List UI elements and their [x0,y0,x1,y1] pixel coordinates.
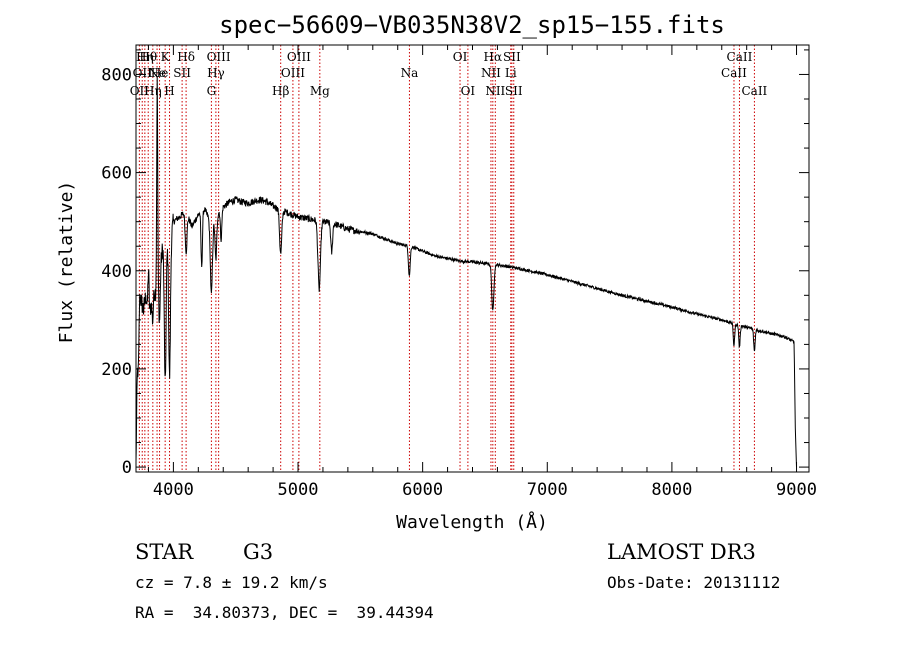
x-tick-label: 5000 [278,480,319,500]
y-tick-label: 0 [122,458,132,478]
line-marker-labels: OIIOIIHηHθHηNeHeKHSIIHδGHγOIIIHβOIIIOIII… [130,50,768,98]
y-axis-label: Flux (relative) [56,181,77,344]
line-marker-label: Ne [148,66,166,80]
line-marker-label: Hη [144,84,162,98]
line-marker-label: Hα [484,50,503,64]
line-marker-label: SII [503,50,521,64]
line-marker-label: OI [461,84,476,98]
line-marker-label: NII [481,66,501,80]
x-tick-label: 7000 [527,480,568,500]
line-marker-label: G [207,84,217,98]
object-subclass: G3 [243,540,274,564]
y-tick-label: 400 [101,262,132,282]
y-tick-label: 600 [101,164,132,184]
x-tick-label: 4000 [153,480,194,500]
x-tick-label: 6000 [402,480,443,500]
y-tick-label: 200 [101,360,132,380]
x-tick-label: 8000 [651,480,692,500]
line-marker-label: OIII [281,66,305,80]
survey-name: LAMOST DR3 [607,540,756,564]
line-marker-label: CaII [727,50,753,64]
line-marker-label: Hδ [177,50,195,64]
redshift-text: cz = 7.8 ± 19.2 km/s [135,573,328,592]
line-marker-label: Hη [136,50,154,64]
object-class: STAR [135,540,194,564]
line-marker-label: SII [505,84,523,98]
axis-ticks: 4000 5000 6000 7000 8000 9000 0 200 400 600 800 [101,45,817,500]
line-marker-label: Mg [310,84,330,98]
chart-title: spec−56609−VB035N38V2_sp15−155.fits [219,11,725,39]
line-marker-label: Hθ [139,50,157,64]
line-marker-label: OIII [287,50,311,64]
line-marker-label: Li [505,66,517,80]
line-markers [138,45,755,472]
line-marker-label: Na [401,66,419,80]
x-axis-label: Wavelength (Å) [396,511,548,533]
line-marker-label: NII [485,84,505,98]
line-marker-label: He [151,66,169,80]
line-marker-label: CaII [741,84,767,98]
line-marker-label: Hγ [207,66,225,80]
y-tick-label: 800 [101,65,132,85]
plot-frame [135,44,810,473]
line-marker-label: K [161,50,171,64]
line-marker-label: OIII [207,50,231,64]
line-marker-label: Hβ [272,84,289,98]
coordinates: RA = 34.80373, DEC = 39.44394 [135,603,434,622]
line-marker-label: H [164,84,174,98]
obs-date: Obs-Date: 20131112 [607,573,781,592]
x-tick-label: 9000 [776,480,817,500]
line-marker-label: OII [130,84,150,98]
line-marker-label: OI [453,50,468,64]
line-marker-label: OII [133,66,153,80]
line-marker-label: SII [173,66,191,80]
spectrum-line [135,75,797,468]
line-marker-label: CaII [721,66,747,80]
